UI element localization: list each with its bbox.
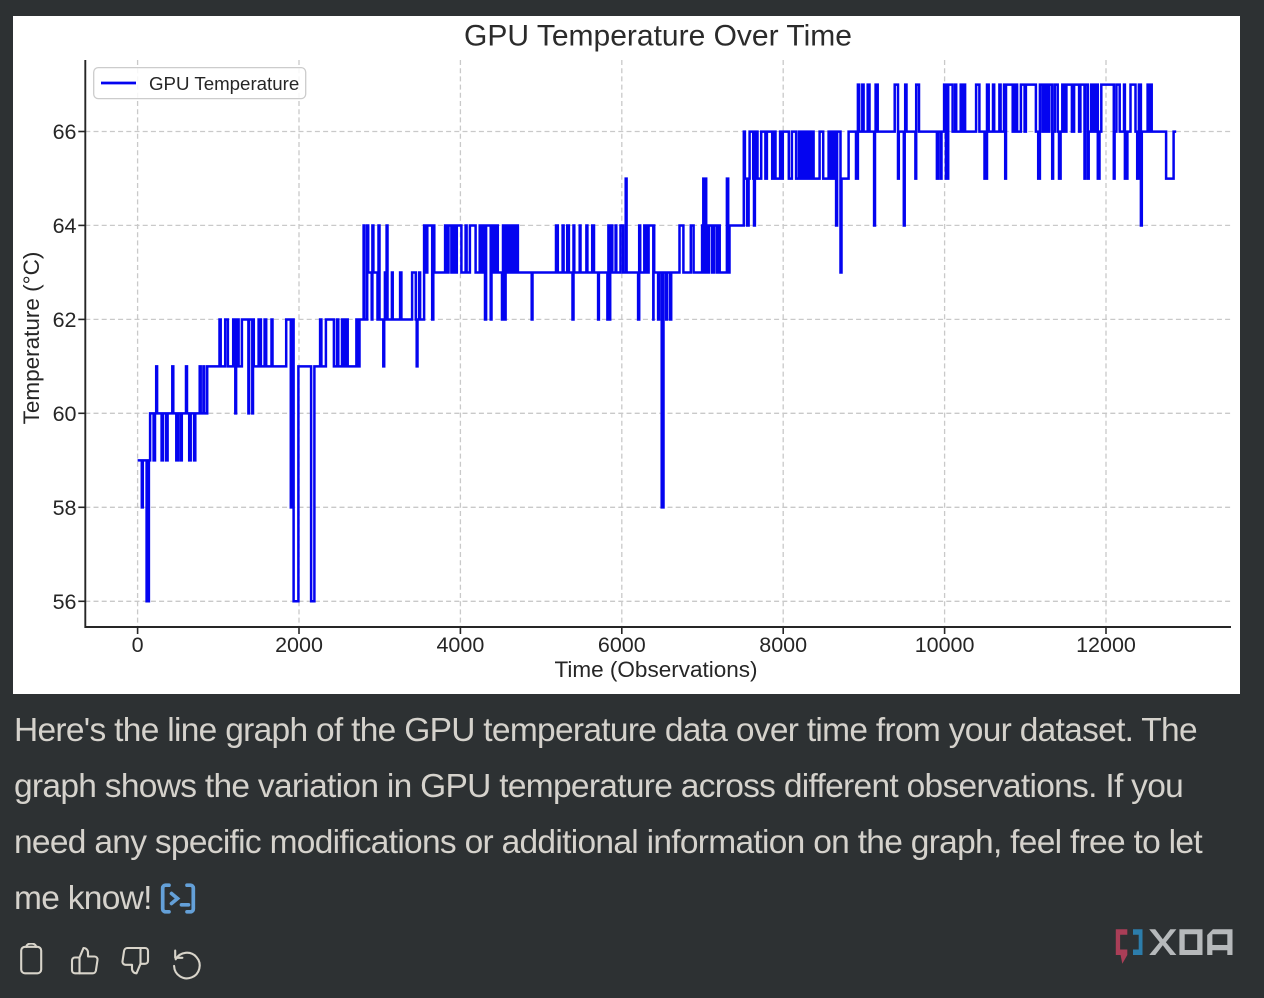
svg-text:Temperature (°C): Temperature (°C) (19, 252, 44, 425)
svg-text:Time (Observations): Time (Observations) (555, 657, 758, 682)
svg-text:GPU Temperature Over Time: GPU Temperature Over Time (464, 20, 852, 53)
svg-text:56: 56 (53, 590, 77, 614)
svg-text:2000: 2000 (275, 633, 323, 657)
svg-text:8000: 8000 (759, 633, 807, 657)
svg-text:0: 0 (132, 633, 144, 657)
svg-text:6000: 6000 (598, 633, 646, 657)
svg-text:66: 66 (53, 120, 77, 144)
svg-text:58: 58 (53, 496, 77, 520)
svg-text:64: 64 (53, 214, 77, 238)
svg-text:60: 60 (53, 402, 77, 426)
svg-text:GPU Temperature: GPU Temperature (149, 73, 299, 94)
svg-text:12000: 12000 (1076, 633, 1136, 657)
svg-text:10000: 10000 (915, 633, 975, 657)
svg-text:62: 62 (53, 308, 77, 332)
svg-text:4000: 4000 (436, 633, 484, 657)
